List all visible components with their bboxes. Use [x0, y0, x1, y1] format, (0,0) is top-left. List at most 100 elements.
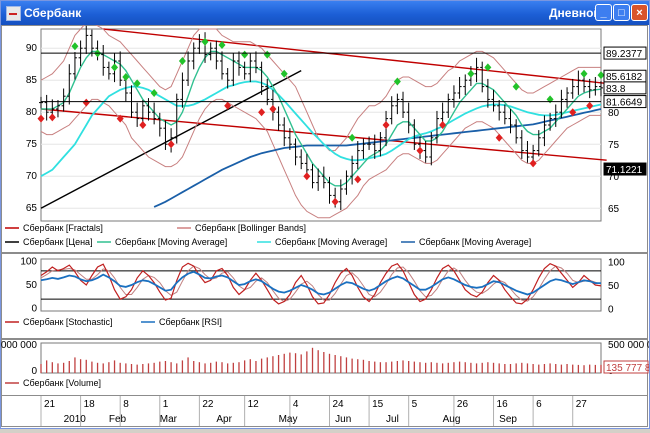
fractal-down-marker [37, 114, 45, 123]
date-axis [1, 395, 648, 427]
fractal-down-marker [439, 121, 447, 129]
fractal-up-marker [218, 41, 226, 49]
fractal-down-marker [269, 105, 277, 113]
legend-label: Сбербанк [Цена] [23, 237, 93, 247]
date-month-label: Feb [109, 414, 127, 425]
price-y-tick-right: 80 [608, 108, 620, 119]
fractal-down-marker [331, 197, 339, 206]
price-y-tick-left: 75 [26, 139, 38, 150]
date-day-label: 18 [84, 399, 96, 410]
legend-label: Сбербанк [Fractals] [23, 223, 103, 233]
price-marker-label: 85.6182 [606, 72, 643, 83]
period-label[interactable]: Дневной [549, 6, 601, 20]
legend-label: Сбербанк [Moving Average] [115, 237, 227, 247]
fractal-down-marker [586, 101, 594, 110]
legend-label: Сбербанк [Moving Average] [275, 237, 387, 247]
window-title: Сбербанк [24, 6, 82, 20]
price-marker-box [603, 46, 647, 60]
legend-label: Сбербанк [Stochastic] [23, 317, 112, 327]
price-y-tick-right: 65 [608, 204, 620, 215]
trendline-2 [103, 28, 607, 85]
date-day-label: 26 [457, 399, 469, 410]
volume-y-tick-left: 000 000 [1, 340, 37, 351]
date-month-label: Aug [443, 414, 461, 425]
price-marker-label: 71.1221 [606, 165, 643, 176]
price-y-tick-right: 70 [608, 172, 620, 183]
bollinger-lower-line [40, 98, 601, 219]
fractal-up-marker [122, 73, 130, 81]
oscillator-y-tick-left: 50 [26, 280, 38, 291]
date-day-label: 16 [497, 399, 509, 410]
date-day-label: 6 [536, 399, 542, 410]
fractal-up-marker [241, 50, 249, 59]
maximize-button[interactable]: □ [613, 4, 630, 21]
fractal-down-marker [224, 101, 232, 110]
price-marker-box [603, 162, 647, 176]
volume-current-label: 135 777 83 [606, 363, 649, 374]
fractal-up-marker [71, 42, 79, 51]
price-y-tick-left: 80 [26, 107, 38, 118]
minimize-button[interactable]: _ [595, 4, 612, 21]
fractal-down-marker [116, 114, 124, 123]
legend-label: Сбербанк [Volume] [23, 378, 101, 388]
date-day-label: 8 [123, 399, 129, 410]
price-y-tick-left: 70 [26, 171, 38, 182]
fractal-down-marker [167, 140, 175, 149]
oscillator-y-tick-left: 100 [20, 256, 37, 267]
fractal-down-marker [382, 121, 390, 129]
price-marker-label: 89.2377 [606, 49, 643, 60]
date-month-label: Apr [216, 414, 232, 425]
chart-app-icon [6, 6, 21, 21]
fractal-down-marker [139, 121, 147, 129]
title-bar[interactable]: Сбербанк Дневной _ □ × [1, 1, 649, 25]
fractal-down-marker [48, 113, 56, 122]
price-marker-box [603, 95, 647, 109]
fractal-up-marker [263, 50, 271, 59]
fractal-up-marker [580, 69, 588, 78]
fractal-down-marker [258, 108, 266, 117]
legend-label: Сбербанк [Bollinger Bands] [195, 223, 306, 233]
fractal-down-marker [416, 146, 424, 155]
price-y-tick-left: 85 [26, 75, 38, 86]
date-day-label: 24 [332, 399, 344, 410]
oscillator-y-tick-right: 50 [608, 281, 620, 292]
date-month-label: 2010 [64, 414, 87, 425]
ma-slow-line [153, 108, 602, 208]
oscillator-y-tick-left: 0 [31, 304, 37, 315]
fractal-down-marker [82, 98, 90, 107]
fractal-down-marker [529, 159, 537, 168]
date-day-label: 4 [293, 399, 299, 410]
close-button[interactable]: × [631, 4, 648, 21]
fractal-up-marker [393, 77, 401, 86]
legend-label: Сбербанк [RSI] [159, 317, 222, 327]
fractal-down-marker [495, 133, 503, 142]
fractal-up-marker [280, 69, 288, 78]
volume-current-box [603, 360, 649, 374]
date-month-label: Mar [160, 414, 178, 425]
date-day-label: 1 [163, 399, 169, 410]
rsi-line [40, 270, 601, 296]
fractal-up-marker [512, 82, 520, 91]
date-month-label: Jul [386, 414, 399, 425]
fractal-up-marker [484, 63, 492, 72]
volume-y-tick-right: 500 000 000 [608, 340, 649, 351]
chart-panes: 908580757065858075706589.237785.618283.8… [1, 22, 650, 428]
fractal-down-marker [569, 108, 577, 117]
fractal-up-marker [201, 37, 209, 46]
chart-canvas[interactable]: 908580757065858075706589.237785.618283.8… [1, 22, 650, 428]
date-day-label: 12 [248, 399, 260, 410]
fractal-up-marker [348, 133, 356, 142]
date-day-label: 21 [44, 399, 56, 410]
ma-fast-line [41, 50, 602, 187]
fractal-down-marker [354, 175, 362, 184]
fractal-up-marker [467, 69, 475, 78]
fractal-up-marker [111, 63, 119, 72]
price-y-tick-left: 65 [26, 203, 38, 214]
fractal-down-marker [303, 172, 311, 181]
volume-plot-area [40, 342, 602, 374]
date-day-label: 15 [372, 399, 384, 410]
date-day-label: 27 [576, 399, 588, 410]
price-y-tick-left: 90 [26, 43, 38, 54]
date-day-label: 5 [412, 399, 418, 410]
fractal-up-marker [150, 89, 158, 97]
